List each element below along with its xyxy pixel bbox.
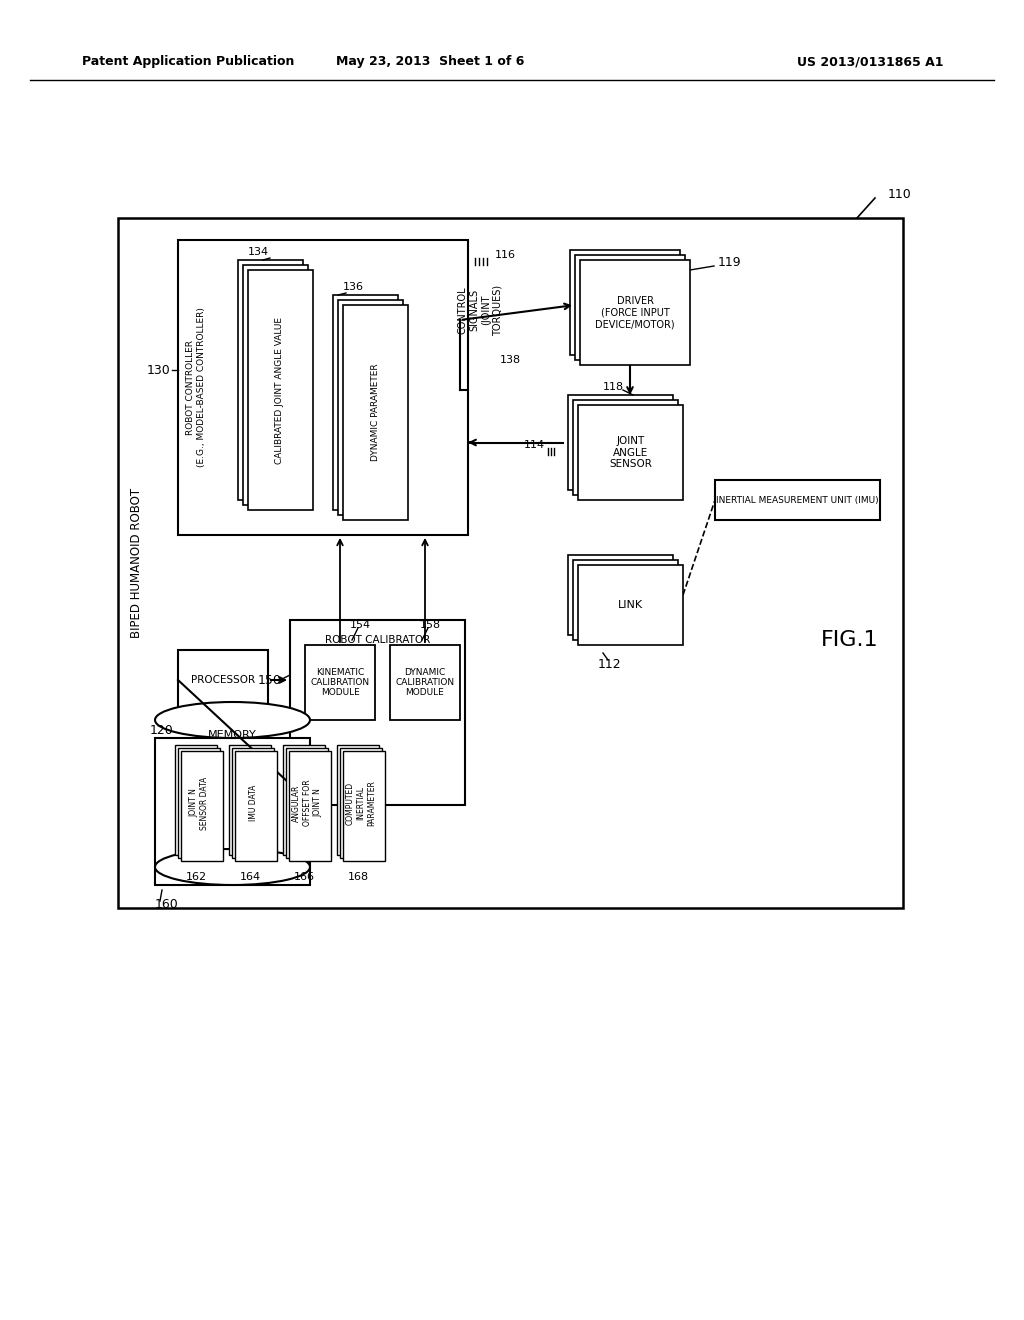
Bar bbox=[238, 260, 303, 500]
Text: 136: 136 bbox=[342, 282, 364, 292]
Text: Patent Application Publication: Patent Application Publication bbox=[82, 55, 294, 69]
Text: LINK: LINK bbox=[617, 601, 643, 610]
Bar bbox=[338, 300, 403, 515]
Bar bbox=[578, 565, 683, 645]
Bar bbox=[570, 249, 680, 355]
Bar bbox=[232, 748, 274, 858]
Text: 166: 166 bbox=[294, 873, 314, 882]
Text: DYNAMIC PARAMETER: DYNAMIC PARAMETER bbox=[371, 363, 380, 461]
Bar bbox=[178, 240, 468, 535]
Bar bbox=[573, 560, 678, 640]
Ellipse shape bbox=[155, 849, 310, 884]
Bar bbox=[580, 260, 690, 366]
Bar bbox=[568, 554, 673, 635]
Bar bbox=[289, 751, 331, 861]
Bar bbox=[305, 645, 375, 719]
Text: 150: 150 bbox=[258, 673, 282, 686]
Text: ROBOT CALIBRATOR: ROBOT CALIBRATOR bbox=[325, 635, 430, 645]
Text: 120: 120 bbox=[150, 723, 173, 737]
Text: DYNAMIC
CALIBRATION
MODULE: DYNAMIC CALIBRATION MODULE bbox=[395, 668, 455, 697]
Bar bbox=[333, 294, 398, 510]
Text: JOINT N
SENSOR DATA: JOINT N SENSOR DATA bbox=[189, 776, 209, 830]
Bar bbox=[568, 395, 673, 490]
Ellipse shape bbox=[155, 702, 310, 738]
Text: 154: 154 bbox=[349, 620, 371, 630]
Text: COMPUTED
INERTIAL
PARAMETER: COMPUTED INERTIAL PARAMETER bbox=[346, 780, 376, 826]
Bar bbox=[229, 744, 271, 855]
Text: BIPED HUMANOID ROBOT: BIPED HUMANOID ROBOT bbox=[129, 488, 142, 638]
Text: 168: 168 bbox=[347, 873, 369, 882]
Text: PROCESSOR: PROCESSOR bbox=[190, 675, 255, 685]
Bar bbox=[178, 649, 268, 710]
Bar bbox=[573, 400, 678, 495]
Text: 158: 158 bbox=[420, 620, 440, 630]
Text: 118: 118 bbox=[602, 381, 624, 392]
Bar bbox=[390, 645, 460, 719]
Bar bbox=[248, 271, 313, 510]
Bar bbox=[337, 744, 379, 855]
Text: ROBOT CONTROLLER
(E.G., MODEL-BASED CONTROLLER): ROBOT CONTROLLER (E.G., MODEL-BASED CONT… bbox=[186, 308, 206, 467]
Bar bbox=[578, 405, 683, 500]
Bar bbox=[181, 751, 223, 861]
Text: 116: 116 bbox=[495, 249, 516, 260]
Text: 114: 114 bbox=[524, 440, 545, 450]
Bar bbox=[234, 751, 278, 861]
Text: DRIVER
(FORCE INPUT
DEVICE/MOTOR): DRIVER (FORCE INPUT DEVICE/MOTOR) bbox=[595, 296, 675, 329]
Text: MEMORY: MEMORY bbox=[208, 730, 257, 741]
Text: IMU DATA: IMU DATA bbox=[249, 785, 257, 821]
Bar bbox=[343, 751, 385, 861]
Text: 162: 162 bbox=[185, 873, 207, 882]
Bar bbox=[118, 218, 903, 908]
Text: 164: 164 bbox=[240, 873, 260, 882]
Text: FIG.1: FIG.1 bbox=[821, 630, 879, 649]
Bar bbox=[715, 480, 880, 520]
Bar bbox=[283, 744, 325, 855]
Bar bbox=[286, 748, 328, 858]
Bar bbox=[575, 255, 685, 360]
Text: 112: 112 bbox=[598, 659, 622, 672]
Text: US 2013/0131865 A1: US 2013/0131865 A1 bbox=[797, 55, 943, 69]
Bar bbox=[243, 265, 308, 506]
Text: 119: 119 bbox=[718, 256, 741, 269]
Bar bbox=[343, 305, 408, 520]
Text: 138: 138 bbox=[500, 355, 521, 366]
Bar bbox=[155, 738, 310, 884]
Text: ANGULAR
OFFSET FOR
JOINT N: ANGULAR OFFSET FOR JOINT N bbox=[292, 780, 322, 826]
Text: 130: 130 bbox=[146, 363, 170, 376]
Text: JOINT
ANGLE
SENSOR: JOINT ANGLE SENSOR bbox=[609, 436, 652, 469]
Text: 110: 110 bbox=[888, 189, 911, 202]
Text: May 23, 2013  Sheet 1 of 6: May 23, 2013 Sheet 1 of 6 bbox=[336, 55, 524, 69]
Text: CONTROL
SIGNALS
(JOINT
TORQUES): CONTROL SIGNALS (JOINT TORQUES) bbox=[458, 284, 503, 335]
Text: INERTIAL MEASUREMENT UNIT (IMU): INERTIAL MEASUREMENT UNIT (IMU) bbox=[716, 495, 879, 504]
Text: 134: 134 bbox=[248, 247, 268, 257]
Bar bbox=[340, 748, 382, 858]
Text: 160: 160 bbox=[155, 899, 179, 912]
Bar bbox=[290, 620, 465, 805]
Bar bbox=[175, 744, 217, 855]
Text: KINEMATIC
CALIBRATION
MODULE: KINEMATIC CALIBRATION MODULE bbox=[310, 668, 370, 697]
Bar bbox=[178, 748, 220, 858]
Text: CALIBRATED JOINT ANGLE VALUE: CALIBRATED JOINT ANGLE VALUE bbox=[275, 317, 285, 463]
